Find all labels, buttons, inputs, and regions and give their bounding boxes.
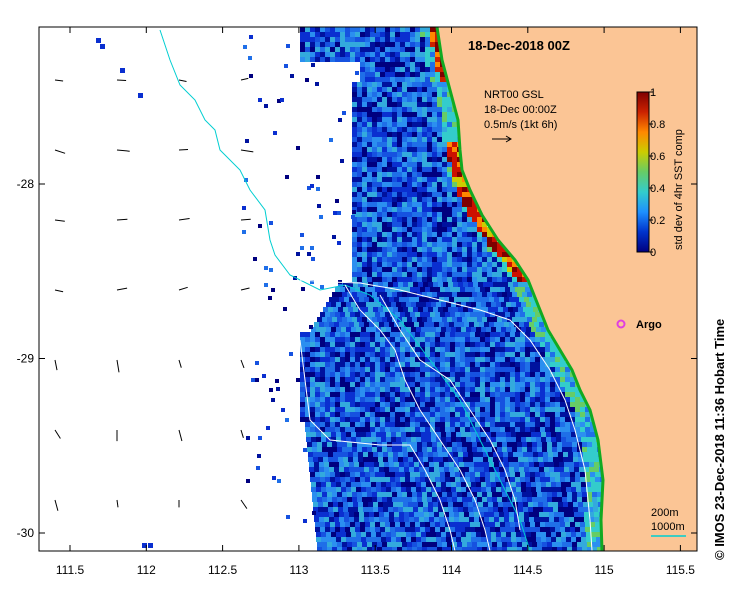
colorbar: 0 0.2 0.4 0.6 0.8 1 std dev of 4hr SST comp [636, 87, 685, 259]
coastline [435, 27, 605, 551]
y-tick-label: -30 [17, 526, 35, 540]
colorbar-label: std dev of 4hr SST comp [673, 129, 685, 250]
x-tick-label: 114 [442, 563, 461, 577]
land-mass [437, 27, 697, 551]
depth-legend: 200m 1000m [651, 507, 686, 537]
colorbar-tick-label: 1 [650, 87, 656, 99]
x-tick-label: 115 [595, 563, 614, 577]
x-tick-label: 111.5 [56, 563, 85, 577]
isobath-offshore [159, 29, 531, 551]
depth-legend-200: 200m [651, 507, 679, 519]
x-tick-label: 112 [137, 563, 156, 577]
colorbar-tick-label: 0.8 [650, 119, 665, 131]
credit-text: © IMOS 23-Dec-2018 11:36 Hobart Time [712, 318, 727, 560]
y-tick-label: -29 [17, 352, 35, 366]
product-time: 18-Dec 00:00Z [484, 104, 557, 116]
y-tick-label: -28 [17, 177, 35, 191]
sst-data-layer [96, 27, 607, 551]
colorbar-tick-label: 0.6 [650, 151, 665, 163]
x-tick-label: 113.5 [361, 563, 390, 577]
isobath-inner [379, 294, 521, 531]
map-title: 18-Dec-2018 00Z [468, 38, 570, 53]
isobath-200m [299, 279, 593, 551]
colorbar-tick-label: 0.2 [650, 215, 665, 227]
depth-legend-1000: 1000m [651, 521, 685, 533]
isobath-deep [299, 339, 456, 551]
current-vectors [54, 77, 254, 511]
x-tick-label: 114.5 [513, 563, 542, 577]
x-tick-label: 115.5 [666, 563, 695, 577]
argo-float-marker [616, 319, 626, 329]
x-tick-label: 112.5 [208, 563, 237, 577]
x-tick-label: 113 [289, 563, 308, 577]
y-axis: -28 -29 -30 [17, 177, 697, 540]
colorbar-tick-label: 0 [650, 247, 656, 259]
plot-frame [38, 26, 698, 552]
argo-label: Argo [636, 319, 662, 331]
product-name: NRT00 GSL [484, 89, 544, 101]
isobath-1000m [344, 284, 491, 551]
colorbar-tick-label: 0.4 [650, 183, 665, 195]
x-axis: 111.5 112 112.5 113 113.5 114 114.5 115 115.5 [56, 27, 695, 577]
vector-scale-label: 0.5m/s (1kt 6h) [484, 119, 557, 131]
vector-scale-arrow [492, 135, 512, 143]
colorbar-ramp [636, 91, 650, 253]
